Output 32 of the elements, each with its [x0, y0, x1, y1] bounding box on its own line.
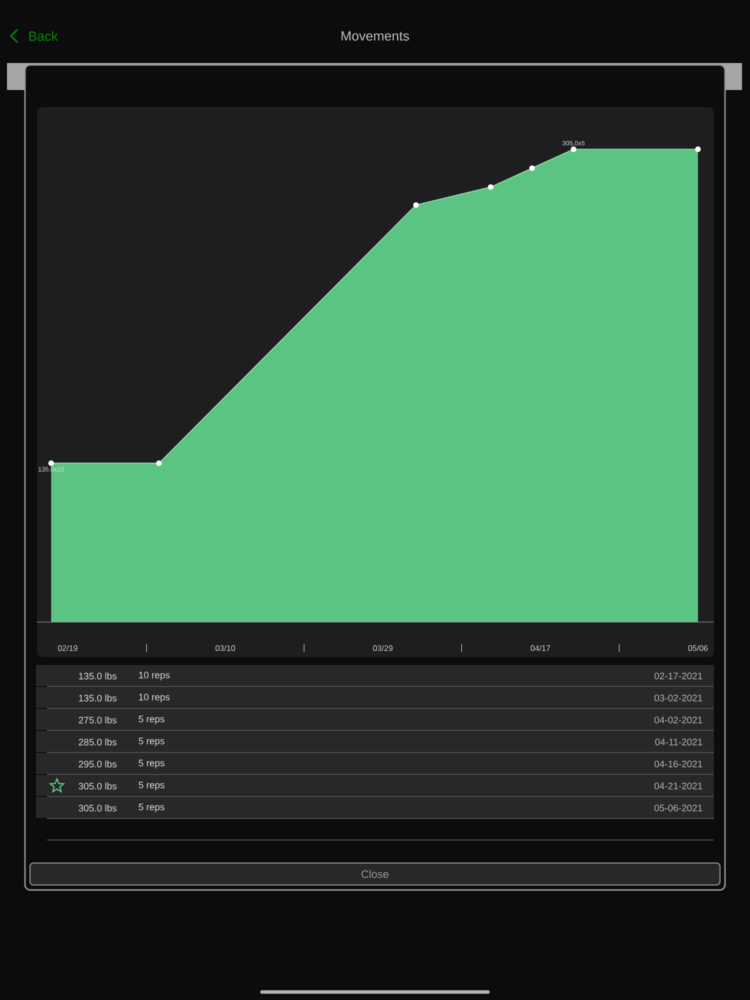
text: 135.0 lbs: [79, 694, 117, 702]
text: 305.0 lbs: [78, 804, 117, 812]
text: 10 reps: [139, 694, 170, 702]
text: 275.0 lbs: [78, 716, 117, 724]
x-tick-label: |: [146, 644, 147, 652]
text: 04-16-2021: [654, 760, 702, 768]
text: 5 reps: [138, 716, 164, 724]
x-tick-label: 03/29: [373, 645, 393, 652]
text: 03-02-2021: [654, 694, 702, 702]
text: 305.0 lbs: [78, 782, 117, 790]
text: 04-11-2021: [655, 738, 702, 746]
text: Close: [362, 870, 388, 878]
text: Back: [29, 31, 58, 41]
text: 295.0 lbs: [78, 760, 117, 768]
x-tick-label: 02/19: [58, 645, 78, 652]
x-tick-label: |: [618, 644, 620, 652]
text: 04-21-2021: [654, 782, 702, 790]
x-tick-label: 03/10: [215, 645, 236, 652]
text: 135.0 lbs: [79, 672, 117, 680]
text: 10 reps: [139, 672, 170, 680]
x-tick-label: 04/17: [530, 645, 550, 652]
text: 04-02-2021: [654, 716, 702, 724]
text: 05-06-2021: [654, 804, 702, 812]
text: 5 reps: [138, 738, 164, 746]
x-tick-label: |: [461, 644, 462, 652]
text: 02-17-2021: [654, 672, 702, 680]
text: 5 reps: [138, 782, 164, 790]
text: 5 reps: [138, 760, 164, 768]
text: Movements: [342, 31, 410, 41]
text: 5 reps: [138, 804, 164, 812]
text: 285.0 lbs: [78, 738, 117, 746]
x-tick-label: 05/06: [688, 645, 708, 652]
